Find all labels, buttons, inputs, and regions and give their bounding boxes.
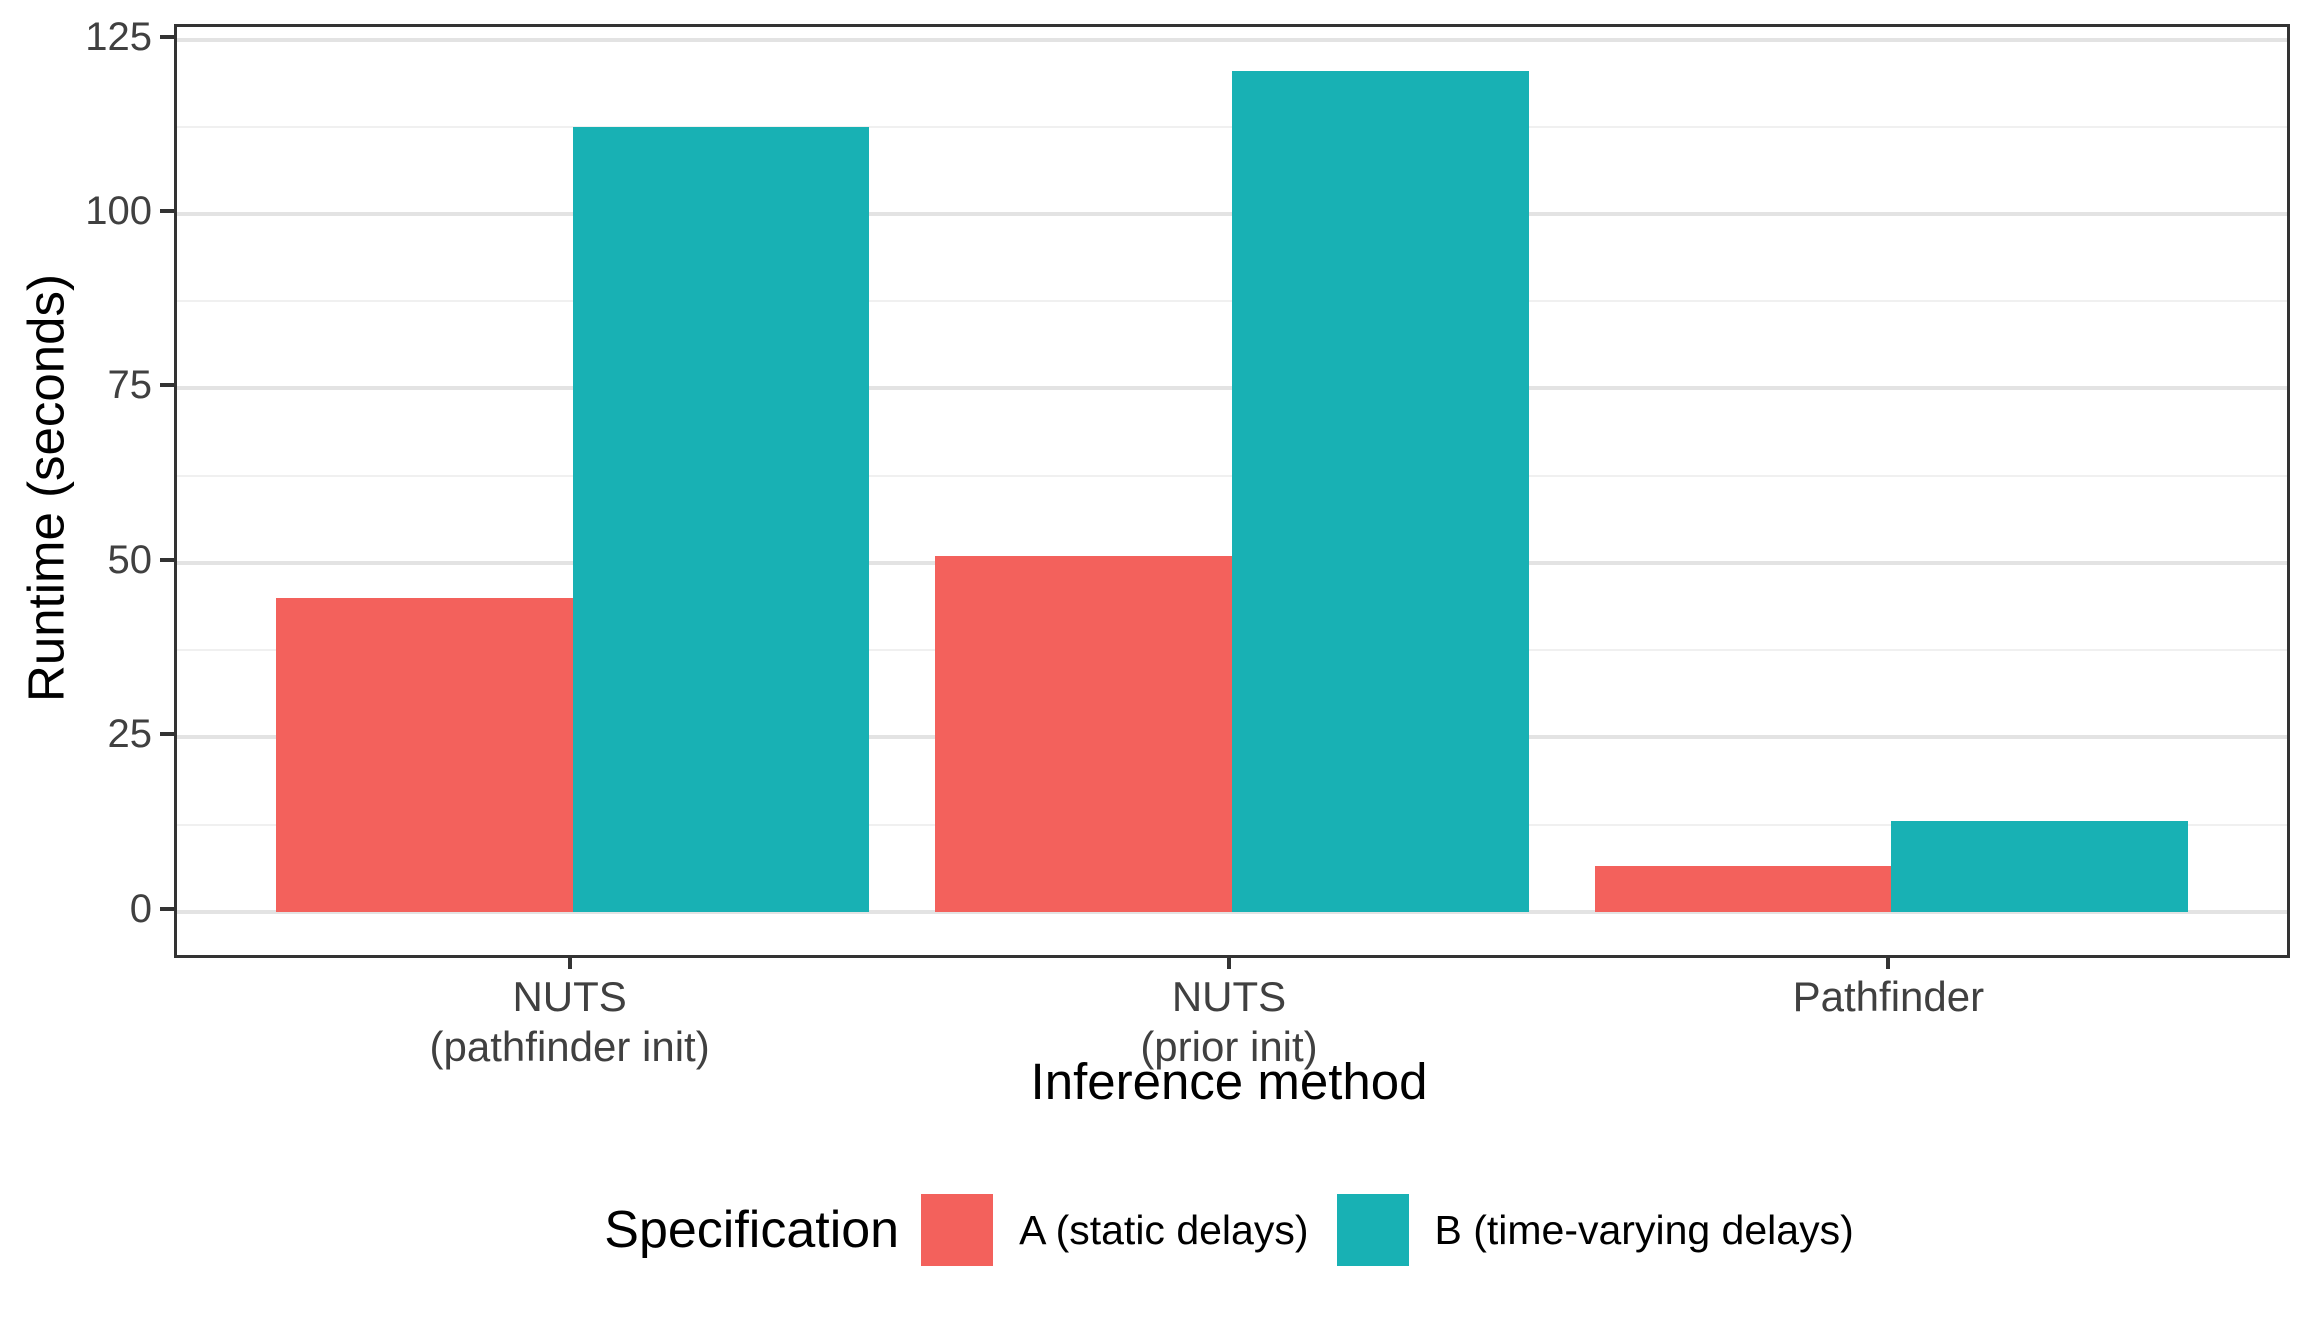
bar-series-b [1891,821,2189,912]
x-tick-label-line: Pathfinder [1792,973,1985,1020]
x-axis-title: Inference method [1030,1053,1428,1110]
legend-title: Specification [604,1201,900,1259]
gridline-major [177,909,2287,914]
legend-item-b: B (time-varying delays) [1336,1194,1854,1266]
legend-item-label: B (time-varying delays) [1434,1206,1854,1253]
legend-items: A (static delays) B (time-varying delays) [921,1194,1854,1266]
bar-series-b [1232,70,1529,912]
x-tick-label-line: NUTS [1171,973,1287,1020]
bar-series-b [572,126,870,912]
y-tick-label: 0 [129,886,152,931]
legend-swatch-b [1336,1194,1409,1266]
y-tick-mark [160,906,174,911]
bar-series-a [935,555,1232,912]
legend-swatch-a [921,1194,994,1266]
y-tick-mark [160,383,174,388]
x-tick-label-line: NUTS [512,973,627,1020]
legend: Specification A (static delays) B (time-v… [174,1186,2284,1274]
y-tick-mark [160,732,174,737]
y-tick-label: 100 [85,188,152,233]
y-tick-label: 125 [85,14,152,59]
x-tick-mark [1227,955,1231,969]
x-tick-mark [1886,955,1891,969]
x-tick-label-line: (pathfinder init) [429,1023,710,1070]
x-tick-label: Pathfinder [1558,972,2218,1022]
x-tick-mark [567,955,572,969]
y-tick-label: 75 [107,363,153,408]
bar-series-a [1594,866,1892,912]
plot-panel [174,24,2290,958]
y-tick-label: 50 [107,537,153,582]
bar-series-a [275,597,573,912]
x-tick-label-line: (prior init) [1140,1023,1318,1070]
legend-item-a: A (static delays) [921,1194,1309,1266]
x-tick-label: NUTS (pathfinder init) [240,972,900,1072]
y-tick-mark [160,34,174,39]
gridline-major [177,37,2287,42]
y-tick-mark [160,557,174,562]
y-tick-mark [160,208,174,213]
y-axis-title: Runtime (seconds) [17,274,75,702]
x-tick-label: NUTS (prior init) [899,972,1559,1072]
y-tick-label: 25 [107,712,153,757]
legend-item-label: A (static delays) [1019,1206,1309,1253]
